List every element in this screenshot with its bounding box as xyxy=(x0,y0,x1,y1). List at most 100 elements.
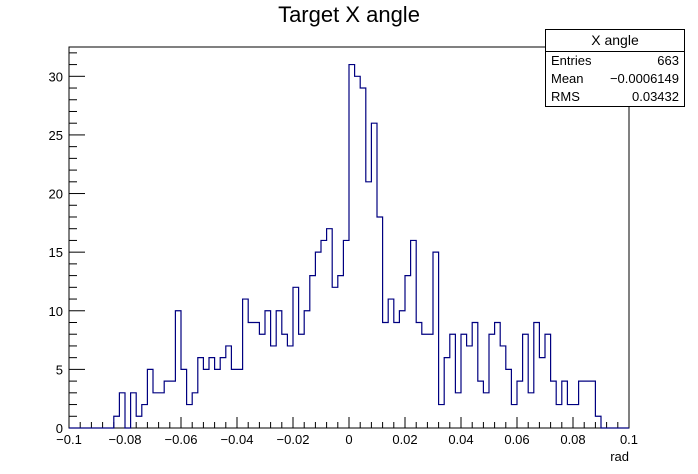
histogram-bin xyxy=(203,369,209,428)
histogram-bin xyxy=(243,299,249,428)
chart-title: Target X angle xyxy=(278,2,420,27)
y-tick-label: 25 xyxy=(49,128,63,143)
histogram-bin xyxy=(394,322,400,428)
histogram-bin xyxy=(495,322,501,428)
histogram-bin xyxy=(388,299,394,428)
histogram-bin xyxy=(411,240,417,428)
histogram-bin xyxy=(299,334,305,428)
histogram-bin xyxy=(259,334,265,428)
histogram-bin xyxy=(254,322,260,428)
histogram-bin xyxy=(439,405,445,428)
histogram-bin xyxy=(551,381,557,428)
histogram-bin xyxy=(579,381,585,428)
histogram-bin xyxy=(455,393,461,428)
histogram-bin xyxy=(567,405,573,428)
histogram-bin xyxy=(304,311,310,428)
histogram-bin xyxy=(315,252,321,428)
histogram-bin xyxy=(399,311,405,428)
histogram-bin xyxy=(562,381,568,428)
x-tick-label: −0.08 xyxy=(109,432,142,447)
x-tick-label: 0.1 xyxy=(620,432,638,447)
histogram-bin xyxy=(226,346,232,428)
histogram-bin xyxy=(500,346,506,428)
stats-mean-label: Mean xyxy=(551,71,584,86)
histogram-bin xyxy=(215,369,221,428)
histogram-outline xyxy=(69,63,629,429)
histogram-bin xyxy=(511,405,517,428)
stats-box: X angle Entries 663 Mean −0.0006149 RMS … xyxy=(545,29,685,107)
stats-rms-row: RMS 0.03432 xyxy=(546,88,684,106)
histogram-bin xyxy=(528,393,534,428)
histogram-bin xyxy=(321,240,327,428)
histogram-bin xyxy=(237,369,243,428)
stats-mean-value: −0.0006149 xyxy=(609,71,679,86)
histogram-bin xyxy=(472,322,478,428)
x-tick-label: 0.06 xyxy=(504,432,529,447)
stats-title: X angle xyxy=(546,30,684,52)
histogram-bin xyxy=(142,405,148,428)
y-tick-label: 5 xyxy=(56,362,63,377)
histogram-bin xyxy=(332,287,338,428)
histogram-bin xyxy=(181,369,187,428)
y-axis: 0 5 10 15 20 25 30 xyxy=(49,52,85,436)
histogram-bin xyxy=(293,287,299,428)
histogram-bin xyxy=(450,334,456,428)
histogram-bin xyxy=(231,369,237,428)
histogram-bin xyxy=(276,311,282,428)
histogram-bin xyxy=(366,182,372,428)
histogram-bin xyxy=(523,334,529,428)
histogram-bin xyxy=(131,393,137,428)
histogram-bin xyxy=(377,217,383,428)
histogram-bin xyxy=(136,416,142,428)
stats-entries-value: 663 xyxy=(657,53,679,68)
x-tick-label: −0.04 xyxy=(221,432,254,447)
histogram-bin xyxy=(590,381,596,428)
x-axis-label: rad xyxy=(610,449,629,464)
x-tick-label: −0.1 xyxy=(56,432,82,447)
histogram-bin xyxy=(383,322,389,428)
histogram-bin xyxy=(539,358,545,428)
x-tick-label: −0.02 xyxy=(277,432,310,447)
y-tick-label: 15 xyxy=(49,245,63,260)
stats-rms-label: RMS xyxy=(551,89,580,104)
x-tick-label: −0.06 xyxy=(165,432,198,447)
histogram-bin xyxy=(338,276,344,428)
histogram-bin xyxy=(349,65,355,428)
histogram-bin xyxy=(416,322,422,428)
histogram-bin xyxy=(114,416,120,428)
histogram-bin xyxy=(360,88,366,428)
histogram-bin xyxy=(427,334,433,428)
histogram-bin xyxy=(198,358,204,428)
histogram-bin xyxy=(209,358,215,428)
histogram-bin xyxy=(119,393,125,428)
histogram-bin xyxy=(192,393,198,428)
y-tick-label: 0 xyxy=(56,421,63,436)
histogram-bin xyxy=(506,369,512,428)
histogram-bin xyxy=(355,76,361,428)
histogram-bin xyxy=(371,123,377,428)
histogram-bin xyxy=(248,322,254,428)
histogram-bin xyxy=(433,252,439,428)
histogram-bin xyxy=(517,381,523,428)
x-axis: −0.1 −0.08 −0.06 −0.04 −0.02 0 0.02 0.04 0.06 0.0… xyxy=(56,417,638,447)
histogram-bin xyxy=(545,334,551,428)
histogram-bin xyxy=(422,334,428,428)
histogram-bin xyxy=(405,276,411,428)
histogram-bin xyxy=(556,405,562,428)
histogram-bin xyxy=(271,346,277,428)
histogram-bin xyxy=(483,393,489,428)
histogram-bin xyxy=(282,334,288,428)
histogram-bin xyxy=(461,334,467,428)
histogram-bin xyxy=(310,276,316,428)
stats-entries-label: Entries xyxy=(551,53,592,68)
stats-rms-value: 0.03432 xyxy=(632,89,679,104)
stats-mean-row: Mean −0.0006149 xyxy=(546,70,684,88)
y-tick-label: 30 xyxy=(49,69,63,84)
histogram-bin xyxy=(175,311,181,428)
histogram-bin xyxy=(220,358,226,428)
y-tick-label: 20 xyxy=(49,187,63,202)
histogram-bin xyxy=(489,334,495,428)
histogram-bin xyxy=(478,381,484,428)
